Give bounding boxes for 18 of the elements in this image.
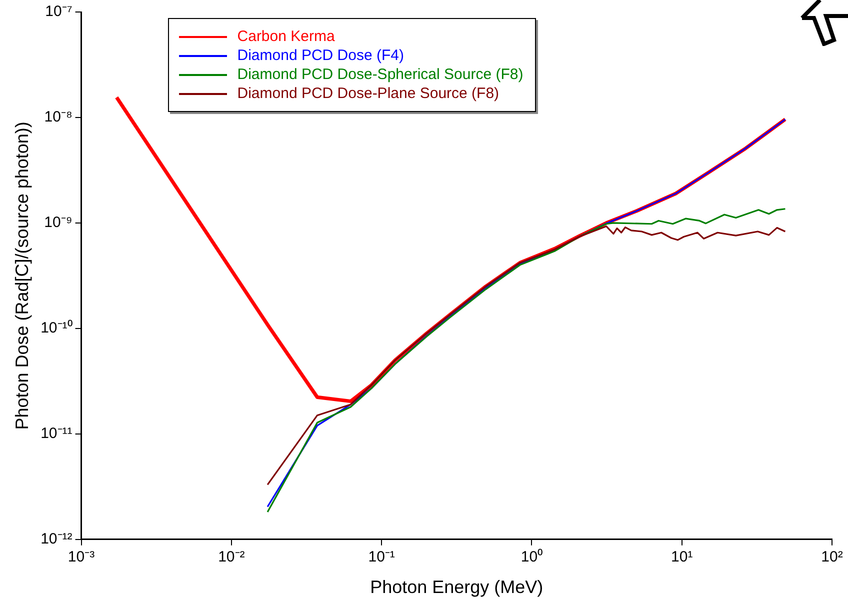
legend-label: Carbon Kerma bbox=[237, 27, 335, 46]
x-tick-label: 10⁻² bbox=[218, 548, 245, 566]
y-tick-label: 10⁻⁷ bbox=[45, 3, 72, 20]
x-tick-label: 10¹ bbox=[671, 548, 693, 566]
legend-label: Diamond PCD Dose-Plane Source (F8) bbox=[237, 84, 500, 103]
y-tick-label: 10⁻⁸ bbox=[44, 108, 72, 126]
y-tick-label: 10⁻¹² bbox=[40, 530, 72, 548]
x-tick-label: 10⁻³ bbox=[68, 548, 95, 566]
y-tick-label: 10⁻¹⁰ bbox=[40, 320, 72, 337]
legend-label: Diamond PCD Dose-Spherical Source (F8) bbox=[237, 65, 524, 84]
legend-label: Diamond PCD Dose (F4) bbox=[237, 46, 404, 65]
y-axis-title: Photon Dose (Rad[C]/(source photon)) bbox=[12, 122, 32, 430]
x-tick-label: 10⁻¹ bbox=[368, 548, 395, 566]
y-tick-label: 10⁻⁹ bbox=[44, 214, 72, 232]
y-tick-label: 10⁻¹¹ bbox=[40, 425, 72, 442]
x-tick-label: 10⁰ bbox=[520, 548, 543, 566]
x-tick-label: 10² bbox=[821, 548, 843, 566]
x-axis-title: Photon Energy (MeV) bbox=[370, 577, 544, 598]
